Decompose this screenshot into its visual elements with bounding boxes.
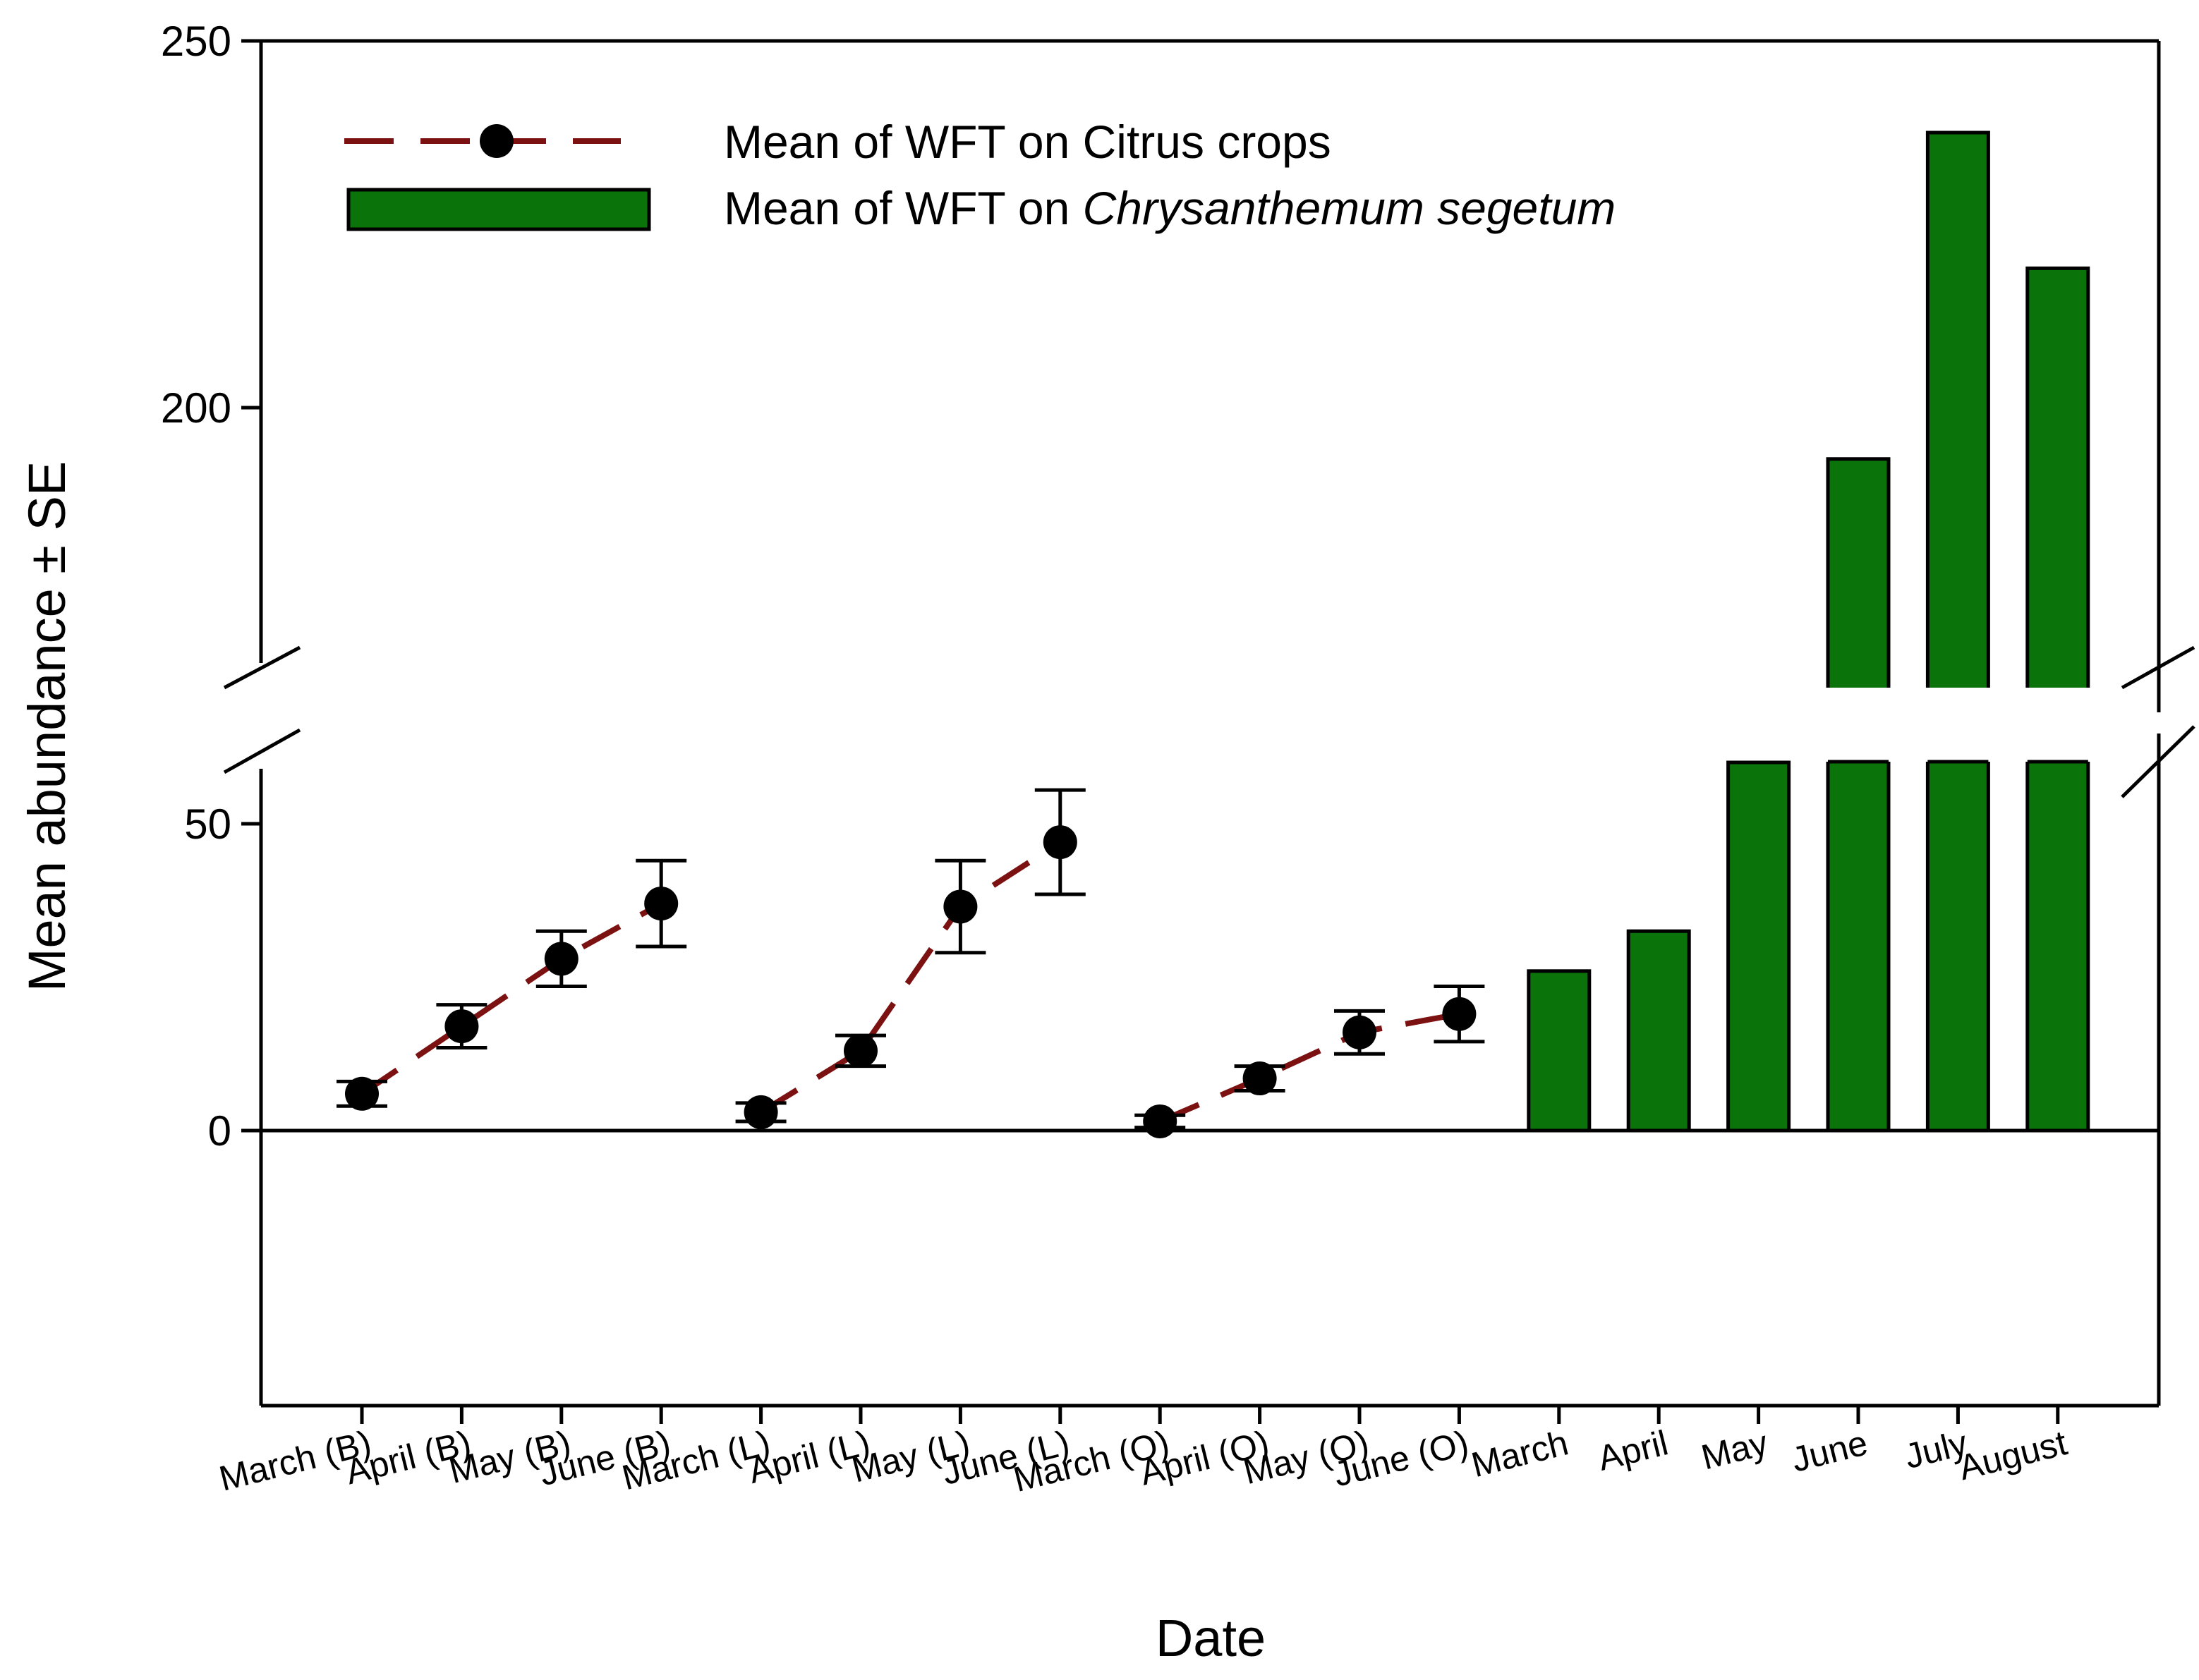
y-tick-label: 250 xyxy=(161,18,231,65)
series-line xyxy=(1158,1011,1460,1124)
bar xyxy=(1828,762,1889,1131)
series-line xyxy=(759,839,1062,1115)
bar xyxy=(1927,762,1989,1131)
legend-bar-swatch xyxy=(346,188,651,231)
x-axis-title: Date xyxy=(1156,1609,1266,1667)
data-point xyxy=(1442,997,1477,1031)
data-point xyxy=(1143,1104,1177,1138)
legend-bar-label-prefix: Mean of WFT on xyxy=(724,182,1083,234)
y-axis-title: Mean abundance ± SE xyxy=(18,461,76,992)
plot-area xyxy=(259,39,2161,1408)
y-axis-break-mark-lower xyxy=(223,728,301,774)
bar xyxy=(1527,969,1592,1133)
legend-bar-label-species: Chrysanthemum segetum xyxy=(1083,182,1616,234)
right-break-mark-lower xyxy=(2121,725,2195,798)
bar-outline-upper xyxy=(2025,266,2090,688)
data-point xyxy=(444,1009,479,1044)
data-point xyxy=(1242,1061,1277,1096)
bar-outline-upper xyxy=(1826,457,1891,688)
axes xyxy=(223,39,2195,1424)
bar-upper xyxy=(1828,458,1889,688)
bar xyxy=(1726,760,1791,1133)
y-axis-break-mark-upper xyxy=(223,645,301,690)
y-tick-label: 200 xyxy=(161,384,231,432)
line-series xyxy=(360,839,1460,1124)
bar-outline-upper xyxy=(1925,130,1990,688)
data-point xyxy=(1343,1015,1376,1049)
bar xyxy=(1626,929,1691,1133)
data-point xyxy=(943,889,978,924)
bar-upper xyxy=(2027,268,2088,688)
bar xyxy=(2027,762,2088,1131)
data-point xyxy=(644,887,679,921)
legend-marker-swatch xyxy=(480,124,514,158)
y-tick-label: 0 xyxy=(208,1107,231,1155)
bar-series xyxy=(1527,130,2090,1133)
right-break-mark-upper xyxy=(2121,645,2195,690)
legend-bar-label: Mean of WFT on Chrysanthemum segetum xyxy=(724,182,1616,234)
series-line xyxy=(360,901,663,1097)
data-point xyxy=(544,942,578,976)
data-point xyxy=(345,1076,379,1111)
data-point xyxy=(744,1095,778,1129)
data-point xyxy=(1043,825,1077,860)
data-point xyxy=(844,1033,878,1068)
y-tick-label: 50 xyxy=(184,801,231,848)
legend: Mean of WFT on Citrus crops Mean of WFT … xyxy=(344,116,1616,234)
line-markers xyxy=(345,825,1477,1138)
legend-line-label: Mean of WFT on Citrus crops xyxy=(724,116,1331,168)
bar-upper xyxy=(1927,133,1989,688)
